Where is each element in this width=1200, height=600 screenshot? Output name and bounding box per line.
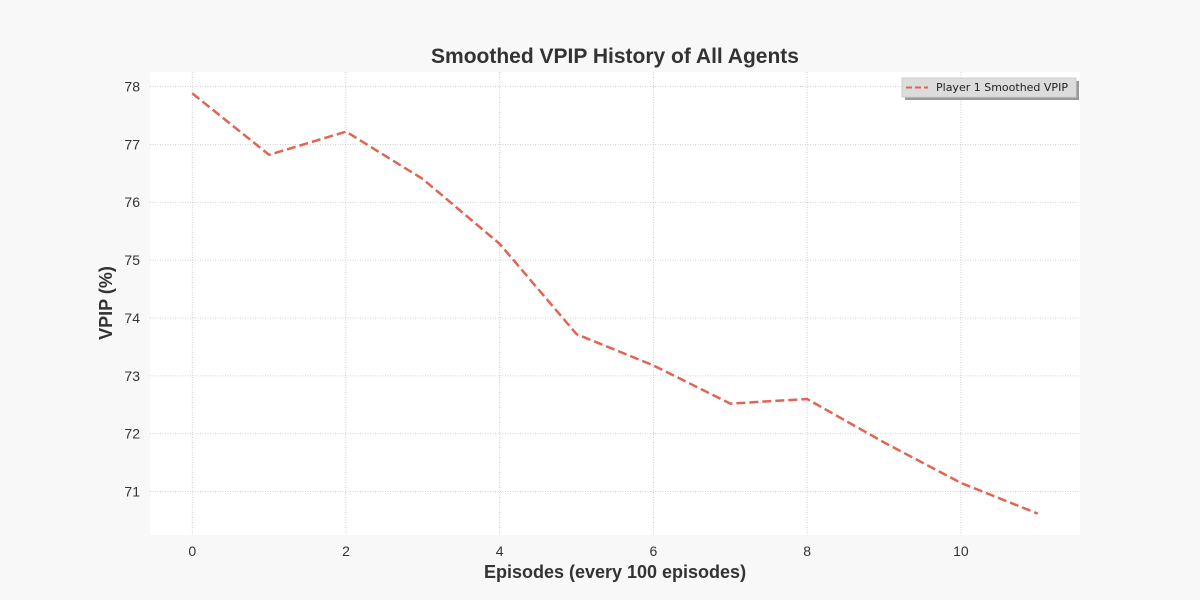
y-tick-label: 72 bbox=[124, 426, 140, 442]
data-point bbox=[345, 130, 347, 132]
x-tick-label: 4 bbox=[496, 543, 504, 559]
y-tick-label: 71 bbox=[124, 484, 140, 500]
data-point bbox=[1037, 512, 1039, 514]
series-line-player-1 bbox=[191, 92, 1039, 515]
data-point bbox=[806, 398, 808, 400]
plot-area bbox=[150, 72, 1080, 535]
data-point bbox=[191, 92, 193, 94]
x-tick-label: 8 bbox=[803, 543, 811, 559]
chart-title: Smoothed VPIP History of All Agents bbox=[431, 45, 799, 68]
legend-box bbox=[901, 77, 1077, 98]
y-tick-label: 78 bbox=[124, 78, 140, 94]
legend: Player 1 Smoothed VPIP bbox=[901, 77, 1079, 100]
series-layer bbox=[191, 92, 1039, 515]
data-point bbox=[883, 441, 885, 443]
y-tick-label: 76 bbox=[124, 194, 140, 210]
y-tick-label: 73 bbox=[124, 368, 140, 384]
x-tick-label: 2 bbox=[342, 543, 350, 559]
data-point bbox=[499, 243, 501, 245]
data-point bbox=[652, 364, 654, 366]
tick-labels: 0 2 4 6 8 10 71 72 73 74 75 76 77 78 bbox=[124, 78, 968, 559]
data-point bbox=[960, 482, 962, 484]
data-point bbox=[268, 154, 270, 156]
data-point bbox=[575, 333, 577, 335]
y-tick-label: 77 bbox=[124, 136, 140, 152]
data-point bbox=[422, 178, 424, 180]
y-tick-label: 75 bbox=[124, 252, 140, 268]
y-tick-label: 74 bbox=[124, 310, 140, 326]
x-tick-label: 6 bbox=[650, 543, 658, 559]
x-tick-label: 10 bbox=[953, 543, 969, 559]
legend-entry-player-1: Player 1 Smoothed VPIP bbox=[936, 81, 1068, 94]
x-tick-label: 0 bbox=[188, 543, 196, 559]
data-point bbox=[729, 402, 731, 404]
x-axis-label: Episodes (every 100 episodes) bbox=[484, 562, 746, 582]
y-axis-label: VPIP (%) bbox=[96, 266, 116, 340]
